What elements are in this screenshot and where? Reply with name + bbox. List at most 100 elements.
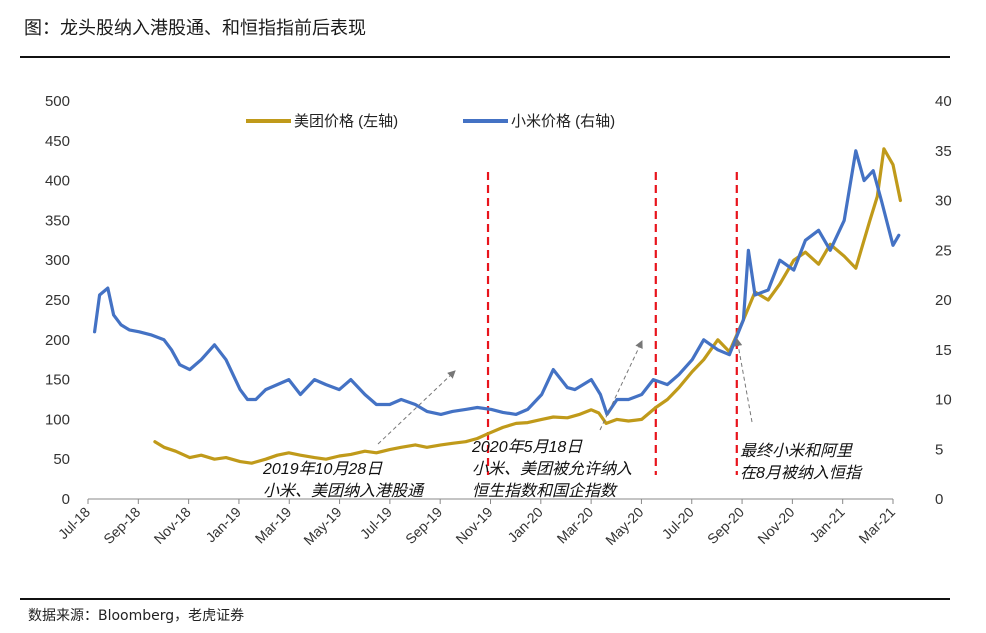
meituan-data-point (324, 458, 328, 461)
x-tick-label: Jul-19 (357, 504, 395, 542)
xiaomi-data-point (753, 293, 757, 297)
meituan-data-point (605, 422, 608, 425)
xiaomi-data-point (854, 149, 857, 152)
x-tick-label: Nov-20 (754, 504, 797, 547)
xiaomi-data-point (246, 398, 249, 401)
x-tick-label: Sep-18 (100, 504, 143, 547)
xiaomi-data-point (324, 383, 328, 386)
x-tick-label: May-20 (602, 504, 646, 548)
right-y-tick-label: 25 (935, 242, 952, 259)
meituan-data-point (388, 448, 391, 451)
meituan-data-point (363, 450, 367, 453)
right-y-tick-label: 20 (935, 292, 952, 309)
xiaomi-data-point (891, 244, 895, 247)
xiaomi-data-point (880, 199, 883, 202)
meituan-data-point (540, 418, 543, 421)
x-tick-label: Mar-19 (252, 504, 295, 547)
xiaomi-data-point (514, 413, 518, 416)
xiaomi-data-point (128, 328, 131, 332)
legend-label-meituan: 美团价格 (左轴) (294, 113, 398, 130)
xiaomi-data-point (490, 408, 493, 411)
annotation-text: 恒生指数和国企指数 (472, 482, 618, 500)
meituan-data-point (590, 408, 593, 411)
annotation-text: 小米、美团纳入港股通 (263, 482, 425, 500)
chart-title: 图：龙头股纳入港股通、和恒指指前后表现 (24, 18, 366, 39)
left-y-tick-label: 150 (45, 372, 70, 389)
xiaomi-data-point (93, 330, 96, 333)
left-y-tick-label: 250 (45, 292, 70, 309)
xiaomi-data-point (872, 169, 875, 172)
annotation-text: 最终小米和阿里 (740, 442, 853, 460)
meituan-data-point (666, 398, 669, 401)
top-divider (20, 56, 950, 58)
meituan-data-point (153, 440, 157, 443)
xiaomi-data-point (501, 411, 505, 414)
xiaomi-data-point (451, 410, 454, 413)
xiaomi-data-point (439, 413, 443, 416)
right-y-tick-label: 5 (935, 441, 943, 458)
meituan-data-point (891, 163, 895, 166)
xiaomi-data-point (178, 363, 181, 366)
meituan-data-point (817, 263, 820, 266)
meituan-data-point (501, 426, 505, 429)
xiaomi-data-point (716, 348, 719, 351)
meituan-data-point (338, 454, 341, 458)
meituan-data-point (843, 255, 846, 258)
meituan-data-point (899, 199, 902, 202)
xiaomi-data-point (363, 393, 367, 396)
xiaomi-data-point (476, 406, 479, 409)
meituan-data-point (276, 454, 279, 457)
meituan-data-point (264, 458, 267, 461)
xiaomi-data-point (747, 249, 750, 252)
x-tick-label: Jan-19 (202, 504, 244, 546)
meituan-data-point (451, 442, 454, 445)
annotation-text: 2019年10月28日 (262, 460, 383, 478)
xiaomi-data-point (778, 259, 781, 262)
x-tick-label: Sep-19 (402, 504, 445, 547)
meituan-data-point (577, 413, 581, 416)
meituan-data-point (200, 454, 203, 457)
x-tick-label: May-19 (300, 504, 344, 548)
xiaomi-data-point (552, 368, 555, 371)
x-tick-label: Jan-21 (806, 504, 848, 546)
xiaomi-data-point (170, 348, 173, 351)
xiaomi-price-line (93, 149, 901, 416)
meituan-data-point (464, 440, 467, 443)
meituan-data-point (767, 298, 770, 302)
x-tick-label: Jan-20 (504, 504, 546, 546)
xiaomi-data-point (119, 323, 123, 327)
meituan-data-point (876, 195, 879, 198)
x-tick-label: Nov-19 (452, 504, 495, 547)
meituan-data-point (792, 259, 795, 262)
xiaomi-data-point (464, 408, 467, 411)
meituan-data-point (414, 443, 417, 447)
xiaomi-data-point (200, 358, 203, 361)
xiaomi-data-point (829, 249, 832, 252)
meituan-data-point (174, 450, 177, 453)
xiaomi-data-point (338, 388, 341, 391)
meituan-data-point (375, 451, 378, 454)
xiaomi-data-point (640, 393, 643, 396)
xiaomi-data-point (817, 229, 820, 232)
xiaomi-data-point (276, 383, 279, 386)
meituan-data-point (476, 437, 479, 440)
xiaomi-data-point (254, 398, 257, 401)
meituan-data-point (425, 446, 429, 449)
meituan-data-point (778, 282, 781, 286)
x-tick-label: Jul-18 (55, 504, 93, 542)
meituan-data-point (526, 421, 529, 424)
xiaomi-data-point (400, 398, 403, 401)
xiaomi-data-point (566, 386, 569, 389)
xiaomi-data-point (213, 343, 216, 346)
meituan-data-point (654, 406, 657, 409)
meituan-data-point (716, 338, 719, 341)
annotation-text: 在8月被纳入恒指 (740, 464, 863, 482)
meituan-data-point (188, 456, 191, 459)
xiaomi-data-point (804, 239, 807, 242)
meituan-data-point (349, 453, 352, 456)
left-y-tick-label: 400 (45, 173, 70, 190)
xiaomi-data-point (627, 398, 630, 401)
left-y-tick-label: 500 (45, 93, 70, 110)
left-y-tick-label: 300 (45, 252, 70, 269)
x-tick-label: Jul-20 (659, 504, 697, 542)
